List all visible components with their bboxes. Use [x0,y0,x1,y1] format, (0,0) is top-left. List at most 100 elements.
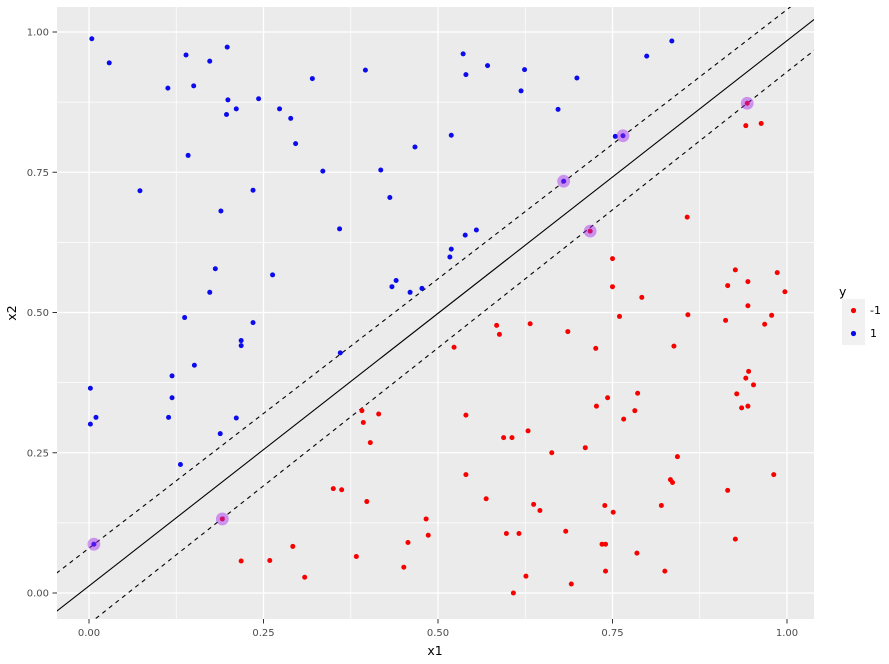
data-point-class--1 [483,496,489,502]
data-point-class-1 [207,289,213,295]
data-point-class-1 [644,53,650,59]
data-point-class--1 [360,419,366,425]
data-point-class-1 [378,167,384,173]
data-point-class--1 [267,557,273,563]
data-point-class--1 [405,540,411,546]
data-point-class--1 [745,403,751,409]
data-point-class--1 [632,408,638,414]
data-point-class-1 [238,338,244,344]
data-point-class--1 [376,411,382,417]
data-point-class-1 [233,106,239,112]
data-point-class--1 [670,479,676,485]
data-point-class--1 [463,472,469,478]
data-point-class--1 [732,267,738,273]
data-point-class-1 [337,226,343,232]
data-point-class--1 [758,120,764,126]
data-point-class-1 [256,96,262,102]
data-point-class-1 [137,188,143,194]
data-points [87,36,788,596]
data-point-class-1 [462,232,468,238]
legend-label-neg1: -1 [870,304,881,317]
data-point-class-1 [225,97,231,103]
data-point-class--1 [662,568,668,574]
legend-dot-neg1-icon [850,307,857,314]
data-point-class--1 [531,501,537,507]
data-point-class-1 [165,85,171,91]
data-point-class-1 [250,320,256,326]
data-point-class-1 [362,67,368,73]
data-point-class--1 [745,279,751,285]
data-point-class-1 [233,415,239,421]
data-point-class--1 [602,502,608,508]
data-point-class-1 [389,284,395,290]
data-point-class-1 [183,52,189,58]
data-point-class--1 [364,499,370,505]
data-point-class--1 [732,536,738,542]
y-tick-label: 0.00 [27,589,49,600]
data-point-class--1 [762,321,768,327]
data-point-class--1 [219,516,225,522]
data-point-class--1 [723,317,729,323]
y-axis-title: x2 [4,305,19,320]
data-point-class-1 [191,362,197,368]
data-point-class-1 [612,133,618,139]
data-point-class-1 [106,60,112,66]
data-point-class-1 [91,541,97,547]
data-point-class--1 [725,487,731,493]
x-tick-label: 0.25 [252,628,274,639]
data-point-class--1 [302,574,308,580]
data-point-class--1 [774,270,780,276]
data-point-class--1 [603,541,609,547]
x-axis-title: x1 [427,643,442,658]
data-point-class-1 [191,83,197,89]
data-point-class-1 [561,178,567,184]
data-point-class--1 [563,528,569,534]
legend-dot-1-icon [850,330,857,337]
data-point-class--1 [739,405,745,411]
data-point-class-1 [87,421,93,427]
data-point-class--1 [610,284,615,290]
decision-boundary-and-margins [57,7,814,619]
data-point-class-1 [669,38,675,44]
data-point-class--1 [599,541,605,547]
x-tick-label: 0.00 [78,628,100,639]
data-point-class--1 [339,487,345,493]
data-point-class-1 [555,106,561,112]
data-point-class-1 [387,194,393,200]
data-point-class-1 [293,141,299,147]
legend-title: y [839,284,847,299]
axis-tick-labels: 0.00 0.25 0.50 0.75 1.00 0.00 0.25 0.50 0.75 1.00 [27,28,798,640]
decision-boundary-line [57,18,814,612]
data-point-class--1 [610,509,616,515]
data-point-class--1 [639,294,645,300]
data-point-class--1 [549,450,555,456]
data-point-class-1 [212,266,218,272]
data-point-class--1 [684,214,690,220]
data-point-class--1 [425,532,431,538]
data-point-class--1 [593,403,599,409]
data-point-class--1 [750,382,756,388]
data-point-class--1 [582,445,588,451]
data-point-class--1 [587,228,593,234]
data-point-class-1 [407,289,413,295]
y-tick-label: 1.00 [27,28,49,39]
data-point-class--1 [734,391,740,397]
data-point-class--1 [537,508,543,514]
data-point-class-1 [238,343,244,349]
legend-label-1: 1 [870,327,877,340]
data-point-class--1 [744,100,750,106]
data-point-class-1 [447,254,453,260]
data-point-class--1 [603,568,609,574]
support-vector-ring [87,537,101,551]
data-point-class-1 [463,72,469,78]
data-point-class--1 [745,303,751,309]
data-point-class-1 [93,414,99,420]
data-point-class--1 [616,313,622,319]
legend: y -1 1 [839,284,881,345]
data-point-class-1 [169,373,175,379]
data-point-class-1 [185,152,191,158]
data-point-class-1 [574,75,580,81]
data-point-class--1 [523,573,529,579]
data-point-class--1 [635,390,641,396]
